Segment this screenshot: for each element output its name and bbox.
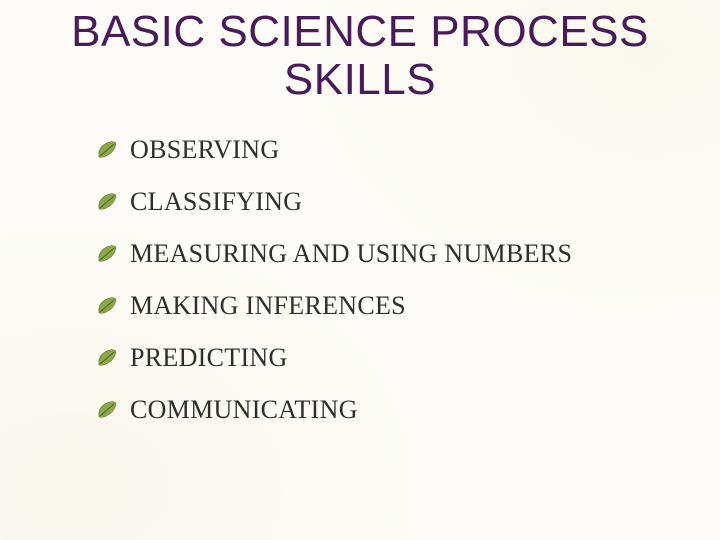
- slide-container: BASIC SCIENCE PROCESS SKILLS OBSERVING C…: [0, 0, 720, 540]
- leaf-icon: [96, 140, 118, 160]
- leaf-icon: [96, 192, 118, 212]
- list-item-label: CLASSIFYING: [130, 187, 302, 217]
- list-item-label: MAKING INFERENCES: [130, 291, 406, 321]
- list-item: MEASURING AND USING NUMBERS: [96, 239, 680, 269]
- slide-title: BASIC SCIENCE PROCESS SKILLS: [40, 8, 680, 105]
- leaf-icon: [96, 244, 118, 264]
- list-item-label: PREDICTING: [130, 343, 288, 373]
- list-item: PREDICTING: [96, 343, 680, 373]
- skill-list: OBSERVING CLASSIFYING MEASURING AND USIN…: [96, 135, 680, 425]
- list-item: OBSERVING: [96, 135, 680, 165]
- list-item-label: OBSERVING: [130, 135, 279, 165]
- list-item: MAKING INFERENCES: [96, 291, 680, 321]
- list-item-label: MEASURING AND USING NUMBERS: [130, 239, 572, 269]
- leaf-icon: [96, 348, 118, 368]
- list-item: COMMUNICATING: [96, 395, 680, 425]
- leaf-icon: [96, 400, 118, 420]
- list-item-label: COMMUNICATING: [130, 395, 358, 425]
- list-item: CLASSIFYING: [96, 187, 680, 217]
- leaf-icon: [96, 296, 118, 316]
